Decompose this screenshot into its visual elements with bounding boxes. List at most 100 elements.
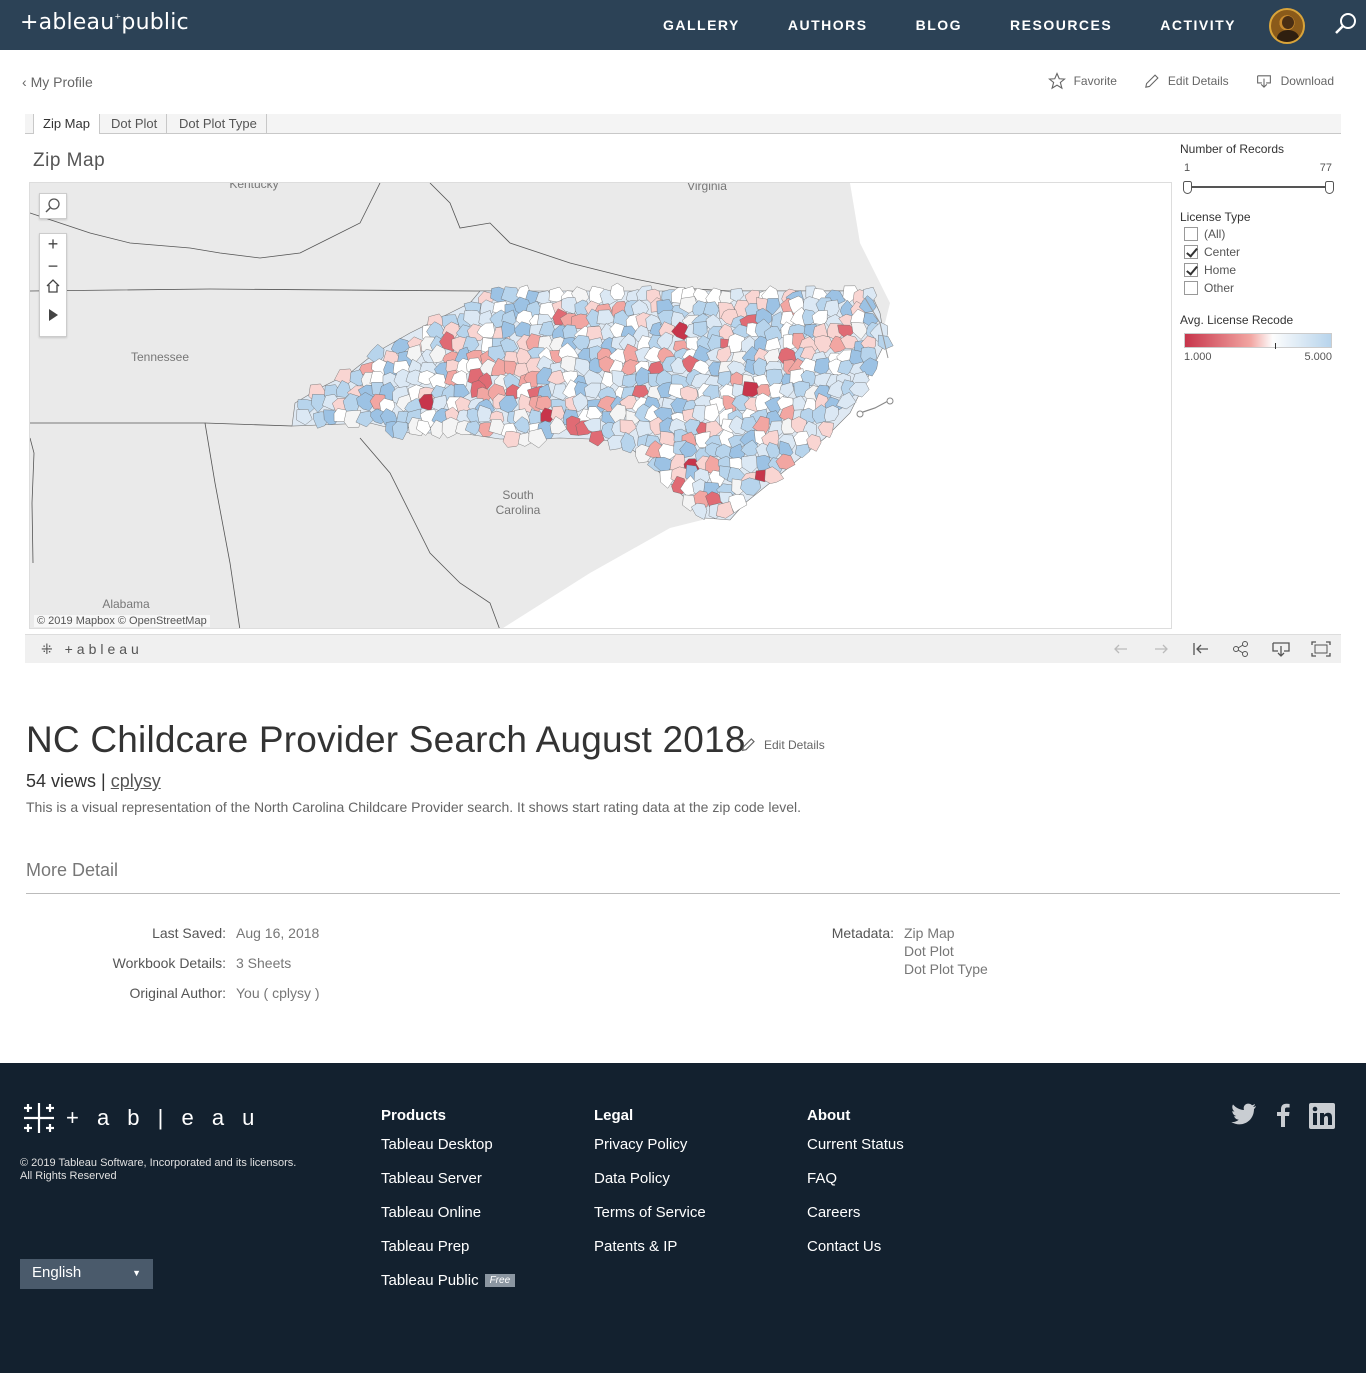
zip-region[interactable] — [741, 454, 760, 474]
zip-region[interactable] — [478, 358, 496, 377]
zip-region[interactable] — [336, 380, 352, 398]
zip-region[interactable] — [779, 381, 795, 398]
footer-link[interactable]: FAQ — [807, 1170, 838, 1187]
tab-dot-plot-type[interactable]: Dot Plot Type — [170, 114, 267, 134]
zip-region[interactable] — [671, 321, 691, 341]
footer-link[interactable]: Current Status — [807, 1136, 904, 1153]
zip-region[interactable] — [848, 382, 870, 398]
zip-region[interactable] — [476, 404, 494, 423]
zip-region[interactable] — [588, 430, 605, 447]
facebook-icon[interactable] — [1275, 1103, 1291, 1132]
zip-region[interactable] — [842, 285, 860, 304]
footer-link[interactable]: Tableau Online — [381, 1204, 482, 1221]
zip-region[interactable] — [824, 405, 839, 423]
zip-region[interactable] — [741, 381, 762, 398]
footer-link[interactable]: Tableau Prep — [381, 1238, 470, 1255]
footer-link[interactable]: Tableau Server — [381, 1170, 482, 1187]
linkedin-icon[interactable] — [1309, 1103, 1335, 1134]
zoom-in-button[interactable]: + — [47, 234, 59, 254]
zip-region[interactable] — [703, 301, 720, 318]
license-option-other[interactable]: Other — [1184, 281, 1234, 295]
metadata-sheet[interactable]: Dot Plot Type — [904, 961, 988, 977]
zip-region[interactable] — [502, 430, 523, 448]
zip-region[interactable] — [552, 383, 569, 401]
nav-activity[interactable]: ACTIVITY — [1160, 17, 1236, 33]
zip-region[interactable] — [656, 331, 673, 350]
footer-link[interactable]: Data Policy — [594, 1170, 670, 1187]
zip-region[interactable] — [528, 428, 547, 449]
zip-map[interactable]: Kentucky Virginia Tennessee South Caroli… — [29, 182, 1172, 629]
zip-region[interactable] — [416, 419, 431, 436]
author-link[interactable]: cplysy — [110, 771, 161, 791]
zip-region[interactable] — [858, 295, 877, 313]
zip-region[interactable] — [296, 409, 313, 426]
zip-region[interactable] — [851, 321, 868, 340]
zip-region[interactable] — [619, 419, 637, 435]
zip-region[interactable] — [765, 298, 781, 316]
play-icon[interactable] — [40, 302, 66, 330]
undo-icon[interactable] — [1111, 641, 1131, 657]
nav-authors[interactable]: AUTHORS — [787, 17, 868, 33]
zip-region[interactable] — [620, 359, 640, 376]
zip-region[interactable] — [635, 444, 652, 464]
user-avatar[interactable] — [1269, 8, 1305, 44]
zip-region[interactable] — [566, 415, 581, 436]
map-search-button[interactable] — [39, 193, 67, 219]
map-attribution[interactable]: © 2019 Mapbox © OpenStreetMap — [34, 615, 210, 627]
zip-region[interactable] — [310, 393, 328, 413]
nav-resources[interactable]: RESOURCES — [1010, 17, 1113, 33]
zip-region[interactable] — [429, 344, 447, 364]
zip-region[interactable] — [392, 421, 409, 440]
tableau-public-logo[interactable]: +ableau⁺public — [20, 10, 189, 35]
tableau-toolbar-logo[interactable]: ⁜ +ableau — [41, 641, 143, 658]
tab-dot-plot[interactable]: Dot Plot — [102, 114, 168, 134]
download-button[interactable]: Download — [1255, 73, 1334, 90]
records-slider-max-handle[interactable] — [1325, 181, 1334, 194]
checkbox[interactable] — [1184, 227, 1198, 241]
license-option-home[interactable]: Home — [1184, 263, 1236, 277]
zip-region[interactable] — [609, 282, 625, 301]
zoom-out-button[interactable]: − — [47, 256, 59, 276]
twitter-icon[interactable] — [1231, 1103, 1257, 1130]
search-icon[interactable] — [1334, 12, 1358, 36]
zip-region[interactable] — [728, 494, 748, 514]
zip-region[interactable] — [679, 441, 698, 458]
workbook-edit-details-button[interactable]: Edit Details — [740, 737, 825, 753]
edit-details-button[interactable]: Edit Details — [1143, 73, 1229, 90]
zip-region[interactable] — [716, 501, 734, 519]
zip-region[interactable] — [538, 320, 556, 337]
nav-blog[interactable]: BLOG — [915, 17, 963, 33]
zip-region[interactable] — [500, 286, 521, 304]
tab-zip-map[interactable]: Zip Map — [33, 114, 100, 135]
zip-region[interactable] — [620, 432, 636, 454]
metadata-sheet[interactable]: Zip Map — [904, 925, 955, 941]
zip-region[interactable] — [584, 382, 602, 399]
footer-link[interactable]: Privacy Policy — [594, 1136, 688, 1153]
fullscreen-icon[interactable] — [1311, 641, 1331, 657]
download-icon[interactable] — [1271, 641, 1291, 657]
zip-region[interactable] — [684, 418, 701, 437]
favorite-button[interactable]: Favorite — [1047, 72, 1117, 90]
zip-region[interactable] — [827, 380, 845, 399]
metadata-sheet[interactable]: Dot Plot — [904, 943, 954, 959]
revert-icon[interactable] — [1191, 641, 1211, 657]
zip-region[interactable] — [859, 357, 879, 377]
zip-region[interactable] — [693, 490, 710, 508]
checkbox[interactable] — [1184, 281, 1198, 295]
zip-region[interactable] — [814, 335, 834, 354]
checkbox[interactable] — [1184, 263, 1198, 277]
zip-region[interactable] — [794, 443, 811, 459]
zip-region[interactable] — [476, 322, 496, 339]
tableau-footer-logo[interactable]: + a b | e a u — [20, 1099, 260, 1137]
checkbox[interactable] — [1184, 245, 1198, 259]
footer-link[interactable]: Tableau Desktop — [381, 1136, 493, 1153]
footer-link-tableau-public[interactable]: Tableau Public Free — [381, 1272, 516, 1292]
language-select[interactable]: English ▼ — [20, 1259, 153, 1289]
nav-gallery[interactable]: GALLERY — [662, 17, 740, 33]
zip-region[interactable] — [836, 392, 857, 410]
zip-region[interactable] — [691, 503, 708, 520]
zip-region[interactable] — [549, 416, 567, 435]
zip-region[interactable] — [817, 421, 834, 438]
zip-region[interactable] — [356, 392, 376, 411]
footer-link[interactable]: Careers — [807, 1204, 861, 1221]
